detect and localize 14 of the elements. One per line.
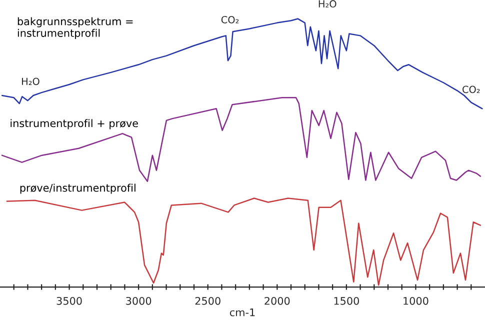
x-tick-label: 3000: [126, 296, 152, 305]
series-label: prøve/instrumentprofil: [20, 184, 136, 194]
x-tick-label: 2500: [195, 296, 220, 305]
text: H₂O: [318, 0, 336, 8]
annotation: CO₂: [462, 86, 480, 94]
annotation: CO₂: [221, 16, 239, 24]
x-tick-label: 2000: [264, 296, 290, 305]
x-tick-label: 1500: [334, 296, 359, 305]
text: bakgrunnsspektrum = instrumentprofil: [18, 17, 133, 39]
x-tick-label: 3500: [56, 296, 82, 305]
x-tick-label: 1000: [404, 296, 428, 305]
x-axis-title: cm-1: [230, 308, 255, 316]
series-label: instrumentprofil + prøve: [10, 119, 138, 130]
annotation: H₂O: [22, 78, 40, 86]
